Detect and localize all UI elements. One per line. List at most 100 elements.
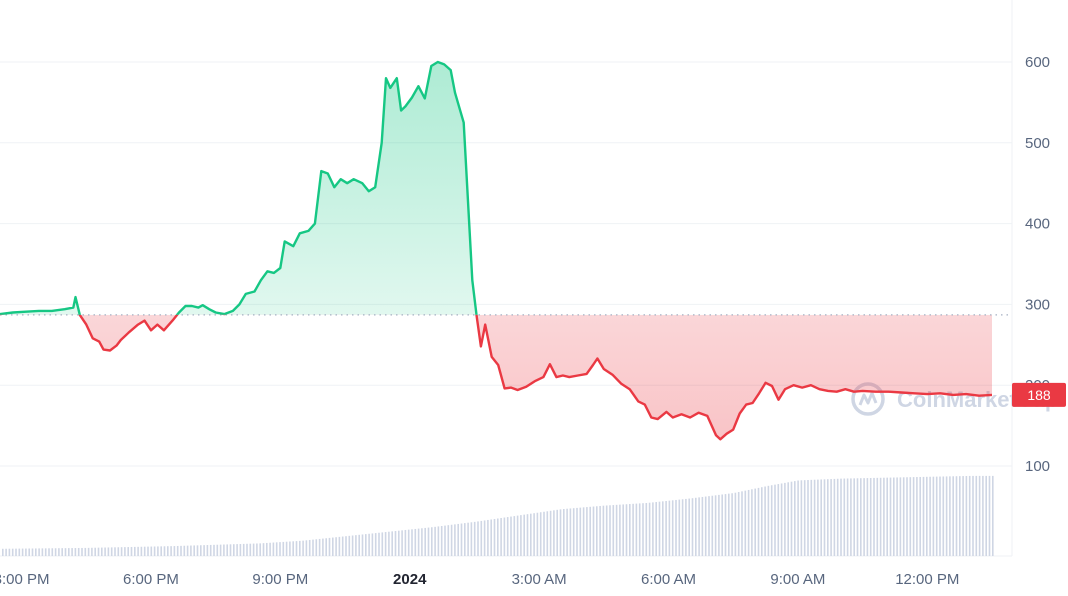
volume-bar (536, 512, 539, 556)
volume-bar (846, 478, 849, 556)
volume-bar (388, 531, 390, 556)
volume-bar (407, 529, 410, 556)
volume-bar (850, 478, 852, 556)
volume-bar (932, 476, 935, 556)
volume-bar (305, 540, 308, 556)
volume-bar (124, 547, 126, 556)
volume-bar (655, 502, 657, 556)
volume-bar (559, 509, 562, 556)
volume-bar (289, 541, 291, 556)
volume-bar (698, 497, 700, 556)
volume-bar (807, 480, 809, 556)
volume-bar (183, 545, 186, 556)
volume-bar (470, 522, 473, 556)
volume-bar (332, 537, 334, 556)
volume-bar (926, 476, 928, 556)
volume-bar (520, 515, 522, 556)
y-tick-label: 500 (1025, 135, 1050, 152)
volume-bar (744, 490, 747, 556)
volume-bar (982, 475, 984, 556)
volume-bar (605, 505, 608, 556)
x-tick-label: 3:00 PM (0, 571, 50, 588)
volume-bar (358, 534, 360, 556)
volume-bar (28, 548, 30, 556)
volume-bar (163, 546, 166, 556)
volume-bar (622, 504, 624, 556)
volume-bar (157, 546, 159, 556)
volume-bar (440, 525, 443, 556)
volume-bar (827, 479, 829, 556)
x-tick-label: 3:00 AM (512, 571, 567, 588)
volume-bar (411, 529, 413, 556)
volume-bar (338, 536, 341, 556)
volume-bar (58, 548, 60, 556)
volume-bar (325, 538, 327, 556)
volume-bar (539, 512, 542, 556)
volume-bar (249, 543, 252, 556)
volume-bar (196, 545, 199, 556)
volume-bar (652, 502, 654, 556)
volume-bar (939, 476, 941, 556)
volume-bar (780, 483, 783, 556)
volume-bar (497, 518, 499, 556)
volume-bar (473, 521, 476, 556)
volume-bar (414, 528, 417, 556)
volume-bar (374, 533, 377, 556)
volume-bar (262, 543, 265, 556)
volume-bar (625, 504, 628, 556)
volume-bar (460, 523, 463, 556)
volume-bar (840, 478, 842, 556)
volume-bar (143, 546, 146, 556)
volume-bar (200, 545, 202, 556)
grid-lines (0, 0, 1013, 557)
volume-bar (140, 546, 143, 556)
volume-bar (233, 544, 235, 556)
volume-bar (427, 527, 430, 556)
volume-bar (688, 498, 690, 556)
volume-bar (774, 484, 776, 556)
volume-bar (988, 475, 991, 556)
volume-bar (351, 535, 354, 556)
volume-bar (823, 479, 826, 556)
volume-bar (516, 515, 519, 556)
volume-bar (704, 496, 707, 556)
volume-bar (879, 477, 882, 556)
volume-bar (800, 480, 803, 556)
volume-bar (922, 476, 925, 556)
volume-bar (813, 479, 816, 556)
volume-bar (543, 511, 545, 556)
volume-bar (701, 496, 704, 556)
volume-bar (810, 479, 813, 556)
price-tag-bg (1012, 382, 1066, 407)
volume-bar (731, 493, 733, 556)
area-down (79, 314, 992, 440)
volume-bar (886, 477, 888, 556)
volume-bar (592, 506, 595, 556)
price-tag-label: 188 (1027, 387, 1051, 403)
volume-bar (398, 530, 400, 556)
volume-bar (506, 517, 509, 556)
volume-bar (18, 548, 21, 556)
volume-bar (860, 478, 862, 556)
volume-bar (978, 475, 981, 556)
volume-bar (447, 525, 450, 556)
volume-bar (160, 546, 162, 556)
volume-bar (2, 548, 4, 556)
volume-bar (609, 505, 611, 556)
volume-bar (381, 532, 384, 556)
volume-bar (708, 496, 710, 556)
volume-bar (893, 477, 895, 556)
volume-bar (912, 477, 915, 556)
volume-bar (899, 477, 902, 556)
volume-bar (11, 548, 14, 556)
volume-bar (959, 476, 961, 556)
volume-bar (992, 475, 994, 556)
volume-bar (632, 503, 634, 556)
volume-bar (378, 532, 380, 556)
volume-bar (490, 519, 492, 556)
volume-bar (480, 520, 483, 556)
volume-bar (487, 519, 489, 556)
x-tick-label: 6:00 PM (123, 571, 179, 588)
volume-bar (51, 548, 54, 556)
volume-bar (203, 545, 205, 556)
